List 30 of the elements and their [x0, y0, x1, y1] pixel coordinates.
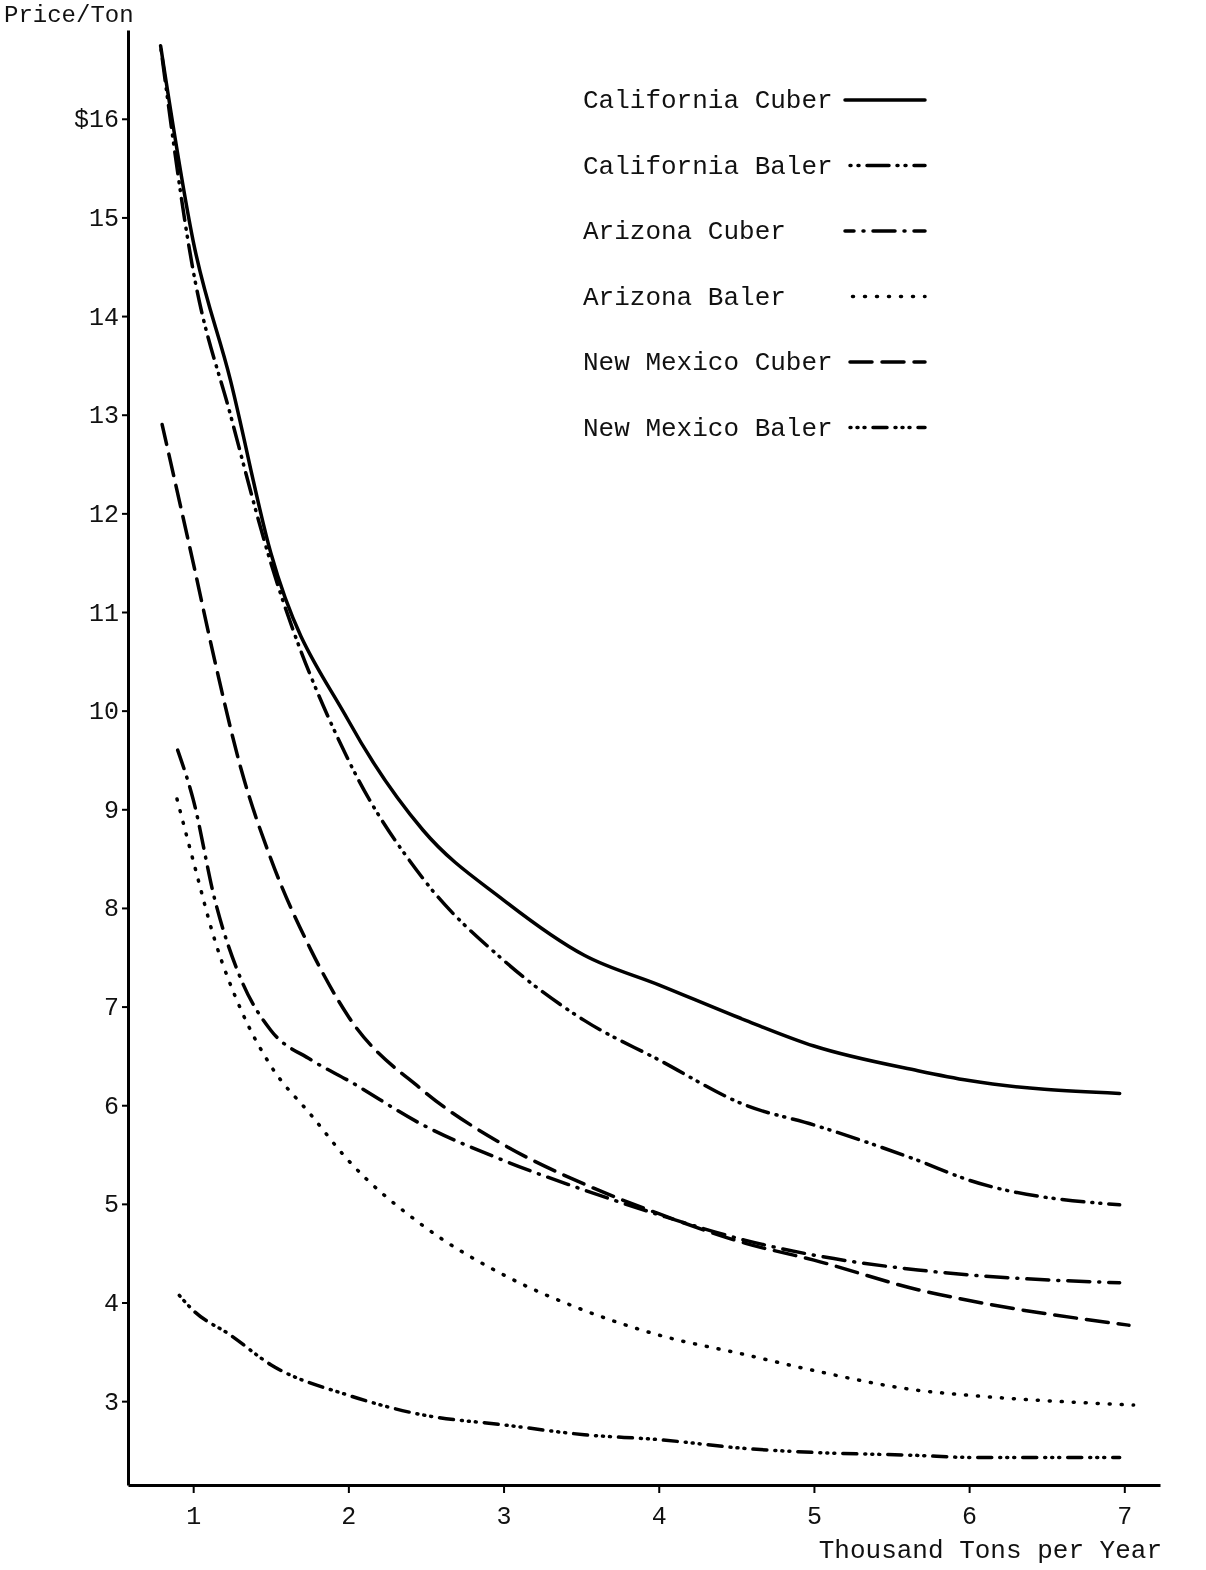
legend-label: California Baler: [583, 151, 833, 182]
y-tick-label: 12: [88, 500, 119, 530]
y-tick-label: 8: [103, 895, 119, 925]
line-series: [175, 748, 1122, 1285]
y-tick-label: 10: [88, 698, 119, 728]
x-tick-label: 7: [1117, 1502, 1133, 1532]
x-tick-label: 6: [962, 1502, 978, 1532]
legend-label: New Mexico Baler: [583, 413, 833, 444]
x-tick-label: 1: [186, 1502, 202, 1532]
y-axis-title: Price/Ton: [4, 2, 134, 29]
legend-label: Arizona Cuber: [583, 217, 786, 247]
legend-label: California Cuber: [583, 86, 833, 116]
y-tick-label: $16: [73, 106, 119, 136]
y-tick-label: 6: [103, 1092, 119, 1122]
x-tick-label: 3: [496, 1502, 512, 1532]
x-tick-label: 4: [651, 1502, 667, 1532]
x-tick-label: 5: [806, 1502, 822, 1532]
y-tick-label: 4: [103, 1290, 119, 1320]
y-tick-label: 11: [88, 599, 119, 629]
y-tick-label: 9: [103, 796, 119, 826]
y-tick-label: 14: [88, 303, 119, 333]
legend-label: Arizona Baler: [583, 282, 786, 313]
y-tick-label: 3: [103, 1388, 119, 1418]
legend-label: New Mexico Cuber: [583, 348, 833, 378]
y-tick-label: 7: [103, 994, 119, 1024]
x-axis-title: Thousand Tons per Year: [818, 1536, 1162, 1566]
y-tick-label: 13: [88, 402, 119, 432]
x-tick-label: 2: [341, 1502, 357, 1532]
y-tick-label: 5: [103, 1191, 119, 1221]
y-tick-label: 15: [88, 204, 119, 234]
